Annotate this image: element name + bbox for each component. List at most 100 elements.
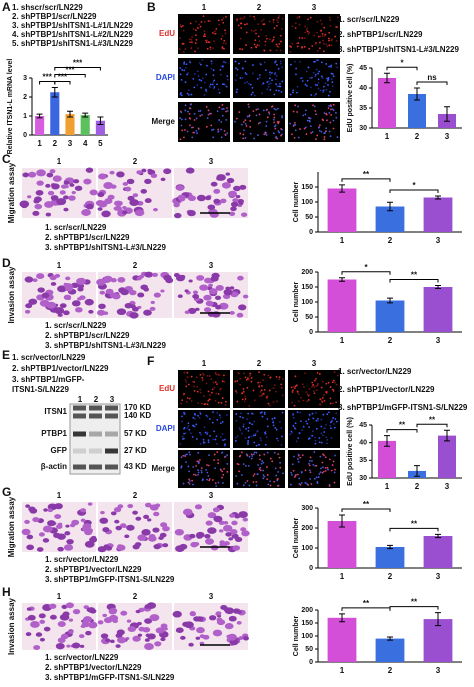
- cell: [308, 120, 311, 123]
- cell: [281, 115, 284, 117]
- cell: [164, 275, 170, 280]
- cell: [272, 38, 275, 41]
- cell: [256, 44, 259, 46]
- cell: [324, 131, 326, 134]
- cell: [276, 484, 279, 487]
- cell: [299, 483, 302, 486]
- cell: [206, 478, 208, 481]
- cell: [242, 17, 245, 20]
- cell: [322, 39, 325, 42]
- cell: [184, 109, 187, 112]
- cell: [36, 547, 44, 552]
- cell: [306, 422, 309, 425]
- cell: [68, 630, 74, 634]
- cell: [307, 418, 310, 421]
- cell: [269, 404, 271, 407]
- cell: [215, 392, 218, 395]
- cell: [221, 182, 231, 189]
- cell: [295, 73, 297, 76]
- cell: [330, 114, 333, 116]
- cell: [187, 307, 197, 315]
- cell: [328, 39, 330, 42]
- cell: [129, 312, 139, 319]
- cell: [204, 538, 215, 545]
- cell: [261, 411, 263, 414]
- cell: [256, 473, 259, 475]
- cell: [276, 479, 279, 482]
- cell: [198, 416, 201, 419]
- cell: [333, 471, 336, 474]
- cell: [114, 200, 122, 207]
- column-label: 1: [57, 592, 62, 601]
- cell: [272, 387, 275, 390]
- cell: [97, 546, 107, 553]
- cell: [323, 427, 326, 430]
- cell: [179, 93, 182, 96]
- cell: [268, 77, 271, 80]
- row-label: DAPI: [156, 424, 175, 433]
- cell: [33, 645, 41, 651]
- cell: [323, 50, 325, 53]
- cell: [314, 73, 317, 76]
- cell: [256, 78, 259, 80]
- cell: [180, 465, 183, 468]
- cell: [247, 439, 250, 442]
- cell: [219, 69, 222, 71]
- cell: [242, 425, 245, 428]
- cell: [278, 131, 281, 134]
- cell: [183, 69, 186, 72]
- column-label: 2: [257, 359, 262, 368]
- column-label: 1: [202, 359, 207, 368]
- cell: [280, 386, 283, 389]
- cell: [325, 436, 328, 439]
- cell: [221, 421, 224, 423]
- cell: [298, 61, 301, 63]
- cell: [335, 39, 338, 42]
- cell: [250, 453, 253, 456]
- cell: [205, 90, 208, 92]
- cell: [309, 456, 312, 459]
- band-name: GFP: [51, 446, 68, 455]
- cell: [219, 416, 222, 419]
- cell: [316, 384, 319, 387]
- lane-label: 1: [78, 395, 83, 404]
- cell: [322, 91, 324, 94]
- cell: [115, 644, 121, 648]
- legend-text: 5. shPTBP1/shITSN1-L#3/LN229: [12, 39, 133, 48]
- cell: [269, 89, 272, 91]
- cell: [218, 414, 221, 417]
- significance-bracket: [341, 508, 391, 512]
- cell: [248, 455, 251, 458]
- cell: [124, 186, 132, 192]
- cell: [221, 83, 224, 85]
- cell: [324, 33, 327, 36]
- cell: [218, 529, 224, 533]
- cell: [218, 119, 221, 121]
- cell: [230, 201, 239, 208]
- cell: [311, 45, 314, 47]
- image-bg: [233, 102, 285, 142]
- cell: [261, 92, 263, 95]
- cell: [241, 67, 244, 70]
- cell: [200, 79, 203, 82]
- cell: [246, 454, 249, 457]
- cell: [294, 375, 297, 378]
- cell: [196, 27, 199, 29]
- cell: [239, 454, 242, 457]
- cell: [273, 116, 276, 119]
- x-tick-label: 1: [385, 132, 390, 141]
- cell: [236, 18, 239, 21]
- cell: [268, 20, 271, 23]
- cell: [332, 390, 335, 392]
- cell: [212, 136, 215, 139]
- cell: [259, 437, 262, 439]
- cell: [326, 413, 329, 416]
- cell: [294, 104, 297, 107]
- cell: [244, 23, 246, 26]
- cell: [142, 626, 151, 633]
- cell: [331, 81, 334, 84]
- error-bar: [444, 106, 450, 122]
- cell: [122, 206, 127, 210]
- image-bg: [288, 14, 340, 54]
- cell: [77, 286, 84, 292]
